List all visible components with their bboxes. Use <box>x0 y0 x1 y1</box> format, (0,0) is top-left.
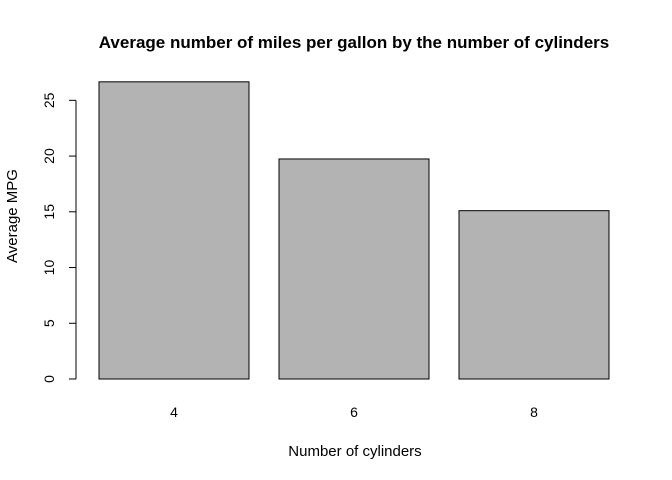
bar-4 <box>98 81 250 380</box>
y-axis: 0 5 10 15 20 25 <box>41 92 77 383</box>
x-tick-label: 4 <box>170 404 178 420</box>
y-tick-label: 0 <box>41 375 57 383</box>
y-axis-label: Average MPG <box>4 169 21 263</box>
y-tick-label: 10 <box>41 260 57 276</box>
x-tick-label: 8 <box>530 404 538 420</box>
bar-6 <box>278 158 430 380</box>
chart-title: Average number of miles per gallon by th… <box>99 33 609 52</box>
x-axis: 4 6 8 <box>170 404 538 420</box>
y-tick-label: 25 <box>41 92 57 108</box>
y-tick-label: 15 <box>41 204 57 220</box>
y-tick-label: 20 <box>41 148 57 164</box>
x-tick-label: 6 <box>350 404 358 420</box>
x-axis-label: Number of cylinders <box>288 443 421 460</box>
bars-layer <box>98 81 610 380</box>
y-tick-label: 5 <box>41 319 57 327</box>
bar-8 <box>458 210 610 380</box>
